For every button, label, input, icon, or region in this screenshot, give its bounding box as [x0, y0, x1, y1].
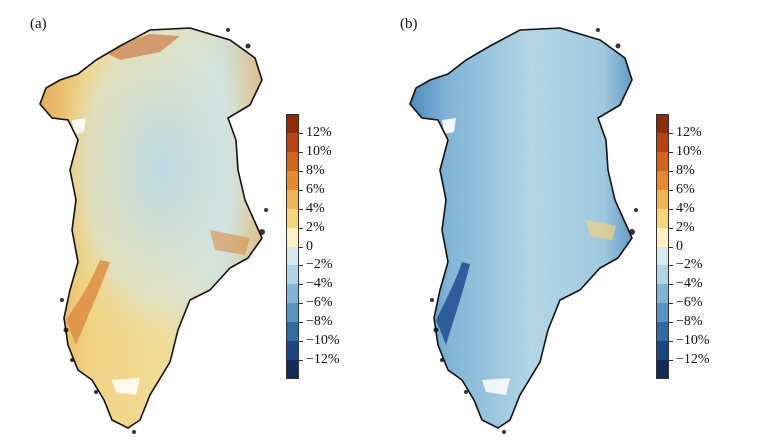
colorbar-label: −4%	[306, 276, 333, 292]
colorbar-label: 6%	[306, 181, 325, 197]
colorbar-tick	[669, 227, 673, 229]
colorbar-tick	[299, 208, 303, 210]
colorbar-tick	[299, 151, 303, 153]
colorbar-segment	[656, 208, 669, 229]
colorbar-tick	[299, 341, 303, 343]
colorbar-label: 8%	[676, 162, 695, 178]
colorbar-tick	[669, 303, 673, 305]
colorbar-tick	[669, 132, 673, 134]
colorbar-tick	[669, 170, 673, 172]
coastline-b	[409, 27, 633, 429]
colorbar-label: −12%	[306, 352, 340, 368]
colorbar-tick	[669, 284, 673, 286]
colorbar-segment	[656, 265, 669, 285]
colorbar-segment	[286, 303, 299, 323]
colorbar-segment	[286, 151, 299, 172]
colorbar-label: 0	[676, 238, 683, 254]
colorbar-tick	[299, 303, 303, 305]
colorbar-segment	[286, 189, 299, 210]
coastline-a	[39, 27, 263, 429]
colorbar-segment	[656, 284, 669, 304]
colorbar-label: −10%	[306, 333, 340, 349]
colorbar-segment	[286, 170, 299, 191]
colorbar-segment	[656, 246, 669, 266]
colorbar-label: −8%	[306, 314, 333, 330]
colorbar-label: −6%	[676, 295, 703, 311]
colorbar-segment	[286, 132, 299, 153]
colorbar-segment	[656, 322, 669, 342]
colorbar-segment	[286, 246, 299, 266]
colorbar-tick	[299, 360, 303, 362]
colorbar-label: 8%	[306, 162, 325, 178]
colorbar-tick	[669, 189, 673, 191]
greenland-map-a	[39, 27, 268, 434]
colorbar-label: 0	[306, 238, 313, 254]
colorbar-segment	[286, 114, 299, 134]
islands-b	[430, 28, 638, 434]
colorbar-segment	[656, 170, 669, 191]
colorbar-label: 4%	[306, 200, 325, 216]
colorbar-segment	[656, 189, 669, 210]
colorbar-tick	[299, 246, 303, 248]
colorbar-segment	[656, 227, 669, 247]
colorbar-label: −2%	[306, 257, 333, 273]
colorbar-label: −8%	[676, 314, 703, 330]
colorbar-label: 10%	[306, 143, 332, 159]
colorbar-label: 4%	[676, 200, 695, 216]
panel-b: (b)	[386, 0, 772, 443]
panel-a: (a)	[30, 16, 340, 434]
colorbar-label: −4%	[676, 276, 703, 292]
colorbar-segment	[656, 114, 669, 134]
panel-b-label: (b)	[400, 16, 418, 32]
colorbar-label: 6%	[676, 181, 695, 197]
colorbar-segment	[286, 360, 299, 380]
colorbar-label: −12%	[676, 352, 710, 368]
colorbar-segment	[656, 341, 669, 361]
colorbar-tick	[299, 284, 303, 286]
colorbar-segment	[656, 132, 669, 153]
colorbar-tick	[669, 341, 673, 343]
colorbar-tick	[299, 189, 303, 191]
panel-a-label: (a)	[30, 16, 47, 32]
colorbar-tick	[299, 265, 303, 267]
colorbar-segment	[286, 208, 299, 229]
colorbar-tick	[669, 360, 673, 362]
colorbar-label: 2%	[306, 219, 325, 235]
colorbar-tick	[669, 322, 673, 324]
colorbar-label: 2%	[676, 219, 695, 235]
colorbar-segment	[286, 284, 299, 304]
colorbar-label: −10%	[676, 333, 710, 349]
colorbar-segment	[656, 303, 669, 323]
colorbar-label: −6%	[306, 295, 333, 311]
colorbar-label: 12%	[676, 124, 702, 140]
colorbar-tick	[669, 208, 673, 210]
colorbar-tick	[299, 170, 303, 172]
colorbar-segment	[286, 265, 299, 285]
colorbar-tick	[299, 132, 303, 134]
colorbar-tick	[299, 227, 303, 229]
colorbar-tick	[669, 265, 673, 267]
colorbar-tick	[299, 322, 303, 324]
colorbar-segment	[286, 322, 299, 342]
colorbar-label: 10%	[676, 143, 702, 159]
islands-a	[60, 28, 268, 434]
colorbar-tick	[669, 151, 673, 153]
colorbar-tick	[669, 246, 673, 248]
colorbar-label: 12%	[306, 124, 332, 140]
greenland-map-b	[409, 27, 638, 434]
colorbar-segment	[656, 151, 669, 172]
colorbar-label: −2%	[676, 257, 703, 273]
colorbar-segment	[286, 341, 299, 361]
colorbar-segment	[286, 227, 299, 247]
colorbar-segment	[656, 360, 669, 380]
